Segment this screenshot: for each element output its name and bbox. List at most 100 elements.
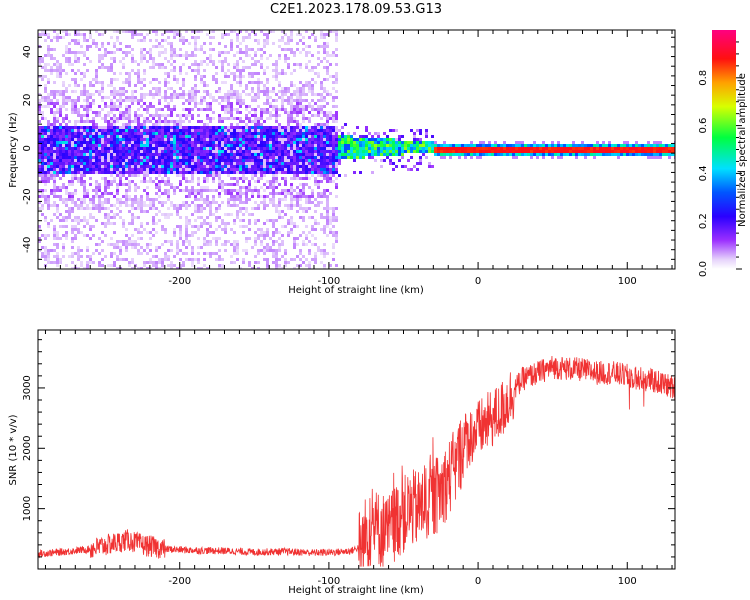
spectrogram-cell bbox=[50, 177, 53, 180]
spectrogram-cell bbox=[287, 129, 290, 132]
spectrogram-cell bbox=[218, 186, 221, 189]
spectrogram-cell bbox=[86, 102, 89, 105]
spectrogram-cell bbox=[125, 81, 128, 84]
spectrogram-cell bbox=[80, 141, 83, 144]
spectrogram-cell bbox=[251, 135, 254, 138]
spectrogram-cell bbox=[119, 174, 122, 177]
spectrogram-cell bbox=[263, 189, 266, 192]
spectrogram-cell bbox=[197, 165, 200, 168]
spectrogram-cell bbox=[185, 228, 188, 231]
spectrogram-cell bbox=[281, 240, 284, 243]
spectrogram-cell bbox=[335, 195, 338, 198]
spectrogram-cell bbox=[182, 243, 185, 246]
spectrogram-cell bbox=[266, 87, 269, 90]
spectrogram-cell bbox=[161, 204, 164, 207]
spectrogram-cell bbox=[176, 132, 179, 135]
spectrogram-cell bbox=[119, 183, 122, 186]
spectrogram-cell bbox=[53, 192, 56, 195]
spectrogram-cell bbox=[128, 165, 131, 168]
spectrogram-cell bbox=[77, 99, 80, 102]
spectrogram-cell bbox=[257, 147, 260, 150]
spectrogram-cell bbox=[272, 108, 275, 111]
spectrogram-cell bbox=[332, 216, 335, 219]
spectrogram-cell bbox=[353, 150, 356, 153]
spectrogram-cell bbox=[326, 114, 329, 117]
spectrogram-cell bbox=[221, 129, 224, 132]
spectrogram-cell bbox=[212, 162, 215, 165]
spectrogram-cell bbox=[287, 102, 290, 105]
spectrogram-cell bbox=[275, 144, 278, 147]
spectrogram-cell bbox=[584, 147, 587, 150]
spectrogram-cell bbox=[155, 255, 158, 258]
spectrogram-cell bbox=[77, 177, 80, 180]
spectrogram-cell bbox=[95, 186, 98, 189]
spectrogram-cell bbox=[122, 222, 125, 225]
spectrogram-cell bbox=[353, 132, 356, 135]
spectrogram-cell bbox=[131, 180, 134, 183]
spectrogram-cell bbox=[215, 138, 218, 141]
spectrogram-cell bbox=[227, 33, 230, 36]
spectrogram-cell bbox=[176, 159, 179, 162]
spectrogram-cell bbox=[167, 30, 170, 33]
spectrogram-cell bbox=[287, 207, 290, 210]
spectrogram-cell bbox=[62, 198, 65, 201]
spectrogram-cell bbox=[182, 141, 185, 144]
spectrogram-cell bbox=[245, 189, 248, 192]
spectrogram-cell bbox=[269, 150, 272, 153]
spectrogram-cell bbox=[314, 126, 317, 129]
spectrogram-cell bbox=[326, 72, 329, 75]
spectrogram-cell bbox=[245, 210, 248, 213]
spectrogram-cell bbox=[269, 165, 272, 168]
spectrogram-cell bbox=[209, 30, 212, 33]
spectrogram-cell bbox=[269, 201, 272, 204]
spectrogram-cell bbox=[443, 153, 446, 156]
spectrogram-cell bbox=[224, 240, 227, 243]
spectrogram-cell bbox=[74, 72, 77, 75]
spectrogram-cell bbox=[197, 168, 200, 171]
spectrogram-cell bbox=[488, 153, 491, 156]
spectrogram-cell bbox=[53, 120, 56, 123]
spectrogram-cell bbox=[182, 108, 185, 111]
spectrogram-cell bbox=[476, 153, 479, 156]
spectrogram-cell bbox=[377, 150, 380, 153]
spectrogram-cell bbox=[125, 147, 128, 150]
spectrogram-cell bbox=[119, 201, 122, 204]
spectrogram-cell bbox=[140, 93, 143, 96]
spectrogram-cell bbox=[188, 120, 191, 123]
spectrogram-cell bbox=[260, 147, 263, 150]
spectrogram-cell bbox=[74, 51, 77, 54]
spectrogram-cell bbox=[173, 159, 176, 162]
spectrogram-cell bbox=[116, 153, 119, 156]
spectrogram-cell bbox=[224, 144, 227, 147]
spectrogram-cell bbox=[224, 222, 227, 225]
spectrogram-cell bbox=[137, 267, 140, 269]
spectrogram-cell bbox=[41, 246, 44, 249]
spectrogram-cell bbox=[89, 105, 92, 108]
spectrogram-cell bbox=[260, 57, 263, 60]
spectrogram-cell bbox=[275, 192, 278, 195]
spectrogram-cell bbox=[86, 150, 89, 153]
spectrogram-cell bbox=[317, 201, 320, 204]
spectrogram-cell bbox=[227, 204, 230, 207]
spectrogram-cell bbox=[422, 153, 425, 156]
spectrogram-cell bbox=[350, 153, 353, 156]
spectrogram-cell bbox=[581, 147, 584, 150]
spectrogram-cell bbox=[56, 264, 59, 267]
spectrogram-cell bbox=[203, 123, 206, 126]
spectrogram-cell bbox=[194, 102, 197, 105]
spectrogram-cell bbox=[173, 30, 176, 33]
spectrogram-cell bbox=[53, 225, 56, 228]
spectrogram-cell bbox=[395, 144, 398, 147]
spectrogram-cell bbox=[185, 132, 188, 135]
spectrogram-cell bbox=[614, 150, 617, 153]
spectrogram-cell bbox=[263, 174, 266, 177]
spectrogram-cell bbox=[47, 177, 50, 180]
spectrogram-cell bbox=[158, 102, 161, 105]
spectrogram-cell bbox=[227, 75, 230, 78]
spectrogram-cell bbox=[191, 225, 194, 228]
spectrogram-cell bbox=[182, 81, 185, 84]
spectrogram-cell bbox=[335, 234, 338, 237]
spectrogram-cell bbox=[560, 156, 563, 159]
spectrogram-cell bbox=[233, 90, 236, 93]
spectrogram-cell bbox=[191, 150, 194, 153]
